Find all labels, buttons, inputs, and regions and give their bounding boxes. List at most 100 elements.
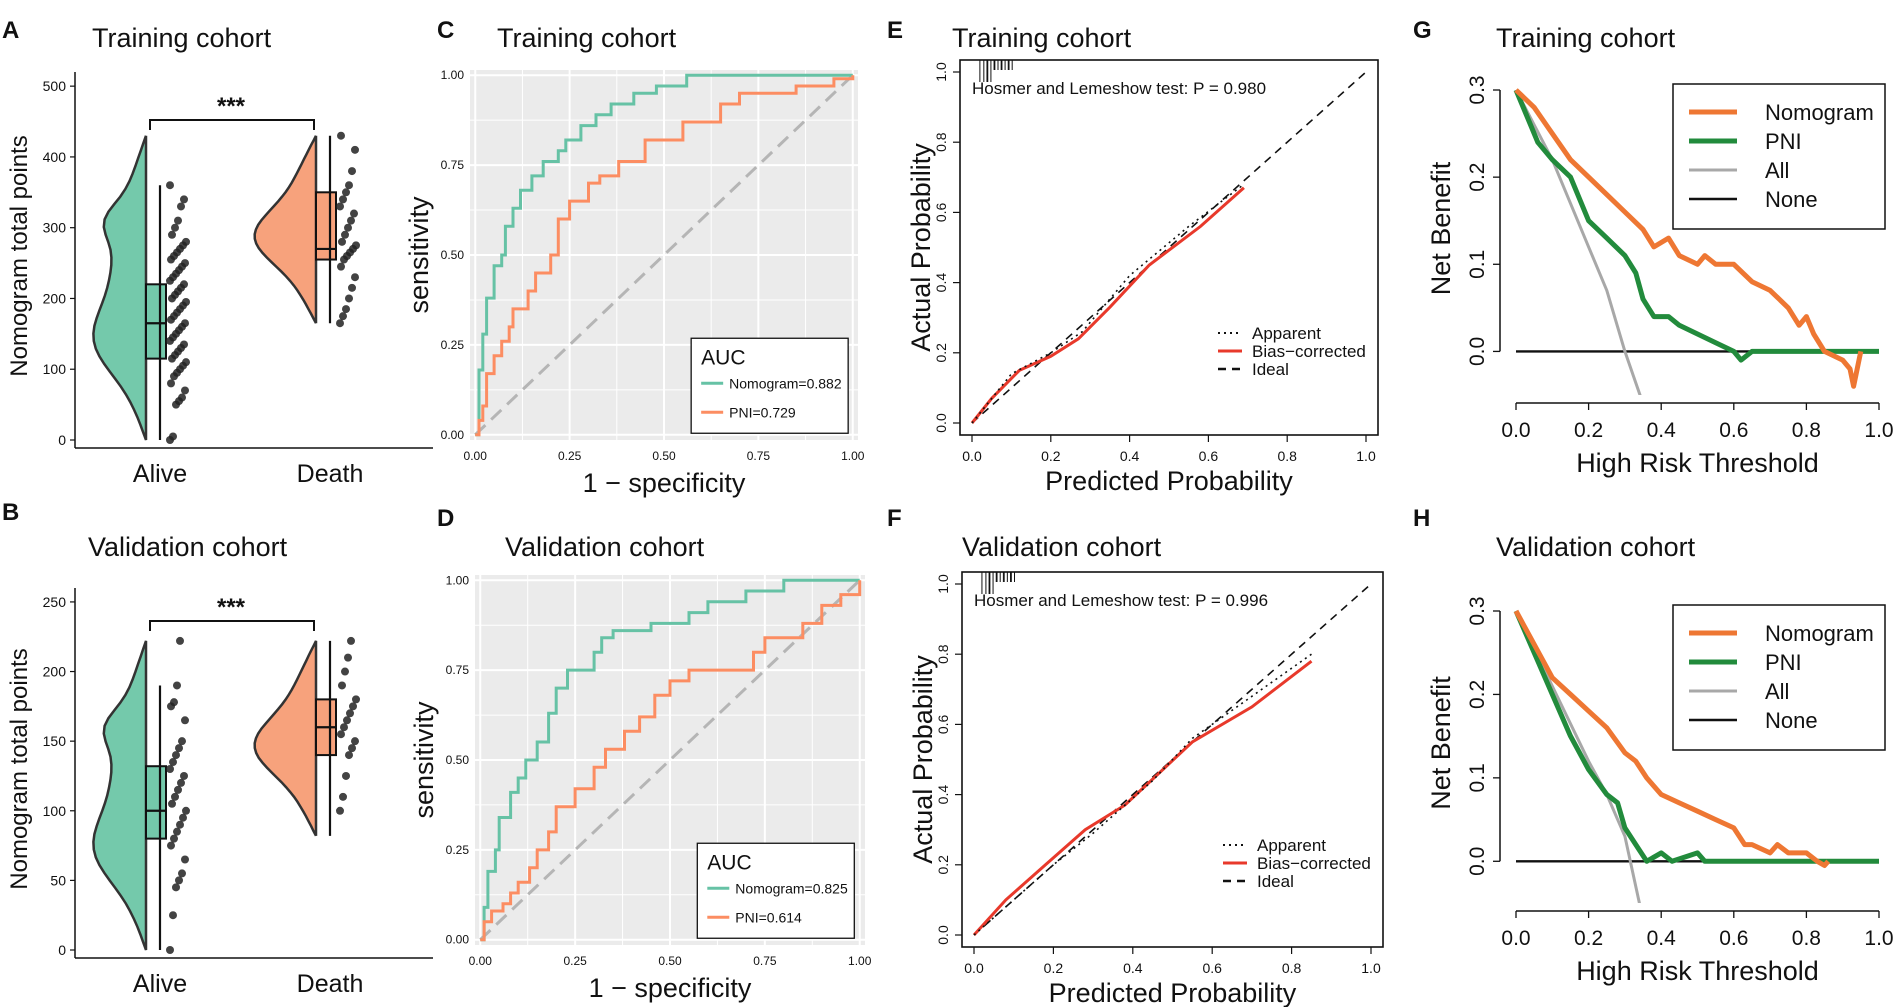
data-point: [341, 230, 349, 239]
panel-title-c: Training cohort: [497, 23, 677, 53]
dca-curve-pni: [1513, 89, 1879, 363]
y-axis-label: Actual Probability: [908, 655, 938, 864]
legend-title: AUC: [707, 851, 751, 874]
y-tick-label: 100: [43, 803, 67, 819]
data-point: [181, 716, 189, 725]
data-point: [166, 765, 174, 773]
x-axis-label: 1 − specificity: [589, 973, 752, 1003]
y-tick-label: 0.25: [441, 338, 465, 352]
y-tick-label: 0: [58, 432, 66, 448]
panel-title-e: Training cohort: [952, 23, 1132, 53]
legend-label: All: [1765, 679, 1789, 704]
data-point: [343, 716, 351, 725]
x-tick-label: 0.00: [469, 954, 493, 968]
panel-title-h: Validation cohort: [1496, 532, 1696, 562]
x-tick-label: 0.2: [1574, 927, 1603, 950]
x-tick-label: 0.8: [1277, 448, 1297, 464]
y-tick-label: 200: [43, 290, 67, 306]
ideal-line: [971, 71, 1367, 424]
data-point: [336, 202, 344, 211]
violin-alive: [92, 640, 148, 951]
y-tick-label: 0.25: [446, 843, 470, 857]
data-point: [173, 681, 181, 690]
data-point: [348, 167, 356, 176]
y-tick-label: 0.8: [935, 644, 951, 664]
data-point: [348, 283, 356, 292]
y-axis-label: Net Benefit: [1426, 161, 1456, 295]
legend-box: [690, 337, 849, 434]
data-point: [167, 841, 175, 850]
x-axis-label: Predicted Probability: [1049, 978, 1297, 1007]
legend-label: Apparent: [1252, 324, 1321, 343]
data-point: [347, 636, 355, 645]
data-point: [178, 393, 186, 402]
data-point: [337, 131, 345, 140]
legend-label: Ideal: [1252, 360, 1289, 379]
x-tick-label: 1.00: [841, 449, 865, 463]
x-tick-label: 0.2: [1044, 960, 1064, 976]
x-tick-label: 0.8: [1792, 927, 1821, 950]
data-point: [348, 744, 356, 753]
data-point: [352, 241, 360, 250]
dca-curve-pni: [1513, 609, 1879, 864]
data-point: [177, 202, 185, 211]
data-point: [169, 758, 177, 767]
x-axis-label: High Risk Threshold: [1576, 448, 1819, 478]
legend-label: Nomogram: [1765, 621, 1874, 646]
data-point: [351, 273, 359, 282]
legend-label: PNI: [1765, 129, 1802, 154]
roc-curve-nomogram: [480, 578, 860, 942]
data-point: [178, 869, 186, 878]
y-tick-label: 0.2: [935, 855, 951, 875]
data-point: [342, 188, 350, 197]
y-tick-label: 0.3: [1466, 596, 1489, 625]
panel-title-a: Training cohort: [92, 23, 272, 53]
legend-label: Nomogram: [1765, 100, 1874, 125]
panel-letter-d: D: [437, 505, 454, 532]
y-tick-label: 0: [58, 942, 66, 958]
box-alive: [145, 765, 167, 840]
y-tick-label: 0.1: [1466, 250, 1489, 279]
x-tick-label: 0.2: [1041, 448, 1061, 464]
data-point: [352, 695, 360, 704]
data-point: [181, 259, 189, 268]
y-tick-label: 0.1: [1466, 763, 1489, 792]
x-axis-label: Predicted Probability: [1045, 466, 1293, 496]
data-point: [169, 911, 177, 920]
apparent-line: [971, 183, 1245, 424]
legend-label: PNI: [1765, 650, 1802, 675]
data-point: [345, 181, 353, 190]
data-point: [171, 792, 179, 801]
data-point: [347, 216, 355, 225]
panel-title-d: Validation cohort: [505, 532, 705, 562]
y-axis-label: Actual Probability: [906, 143, 936, 352]
hosmer-lemeshow-annotation: Hosmer and Lemeshow test: P = 0.980: [972, 79, 1266, 98]
legend-label: Apparent: [1257, 836, 1326, 855]
y-tick-label: 0.00: [441, 428, 465, 442]
data-point: [180, 340, 188, 349]
data-point: [180, 771, 188, 780]
data-point: [168, 230, 176, 239]
y-tick-label: 0.6: [935, 714, 951, 734]
data-point: [175, 876, 183, 885]
data-point: [174, 785, 182, 794]
data-point: [341, 667, 349, 676]
data-point: [181, 855, 189, 864]
bias-corrected-line: [972, 660, 1313, 937]
y-tick-label: 0.4: [935, 785, 951, 805]
y-tick-label: 400: [43, 149, 67, 165]
data-point: [168, 799, 176, 808]
x-tick-label: 0.0: [1501, 419, 1530, 442]
y-tick-label: 0.50: [446, 753, 470, 767]
data-point: [167, 379, 175, 388]
x-tick-label: 1.0: [1361, 960, 1381, 976]
box-alive: [145, 283, 167, 360]
data-point: [342, 771, 350, 780]
dca-curve-nomogram: [1514, 88, 1864, 389]
x-tick-label: 0.8: [1282, 960, 1302, 976]
data-point: [172, 883, 180, 892]
legend-label: None: [1765, 708, 1818, 733]
y-tick-label: 0.6: [933, 202, 949, 222]
x-tick-label: 0.6: [1202, 960, 1222, 976]
